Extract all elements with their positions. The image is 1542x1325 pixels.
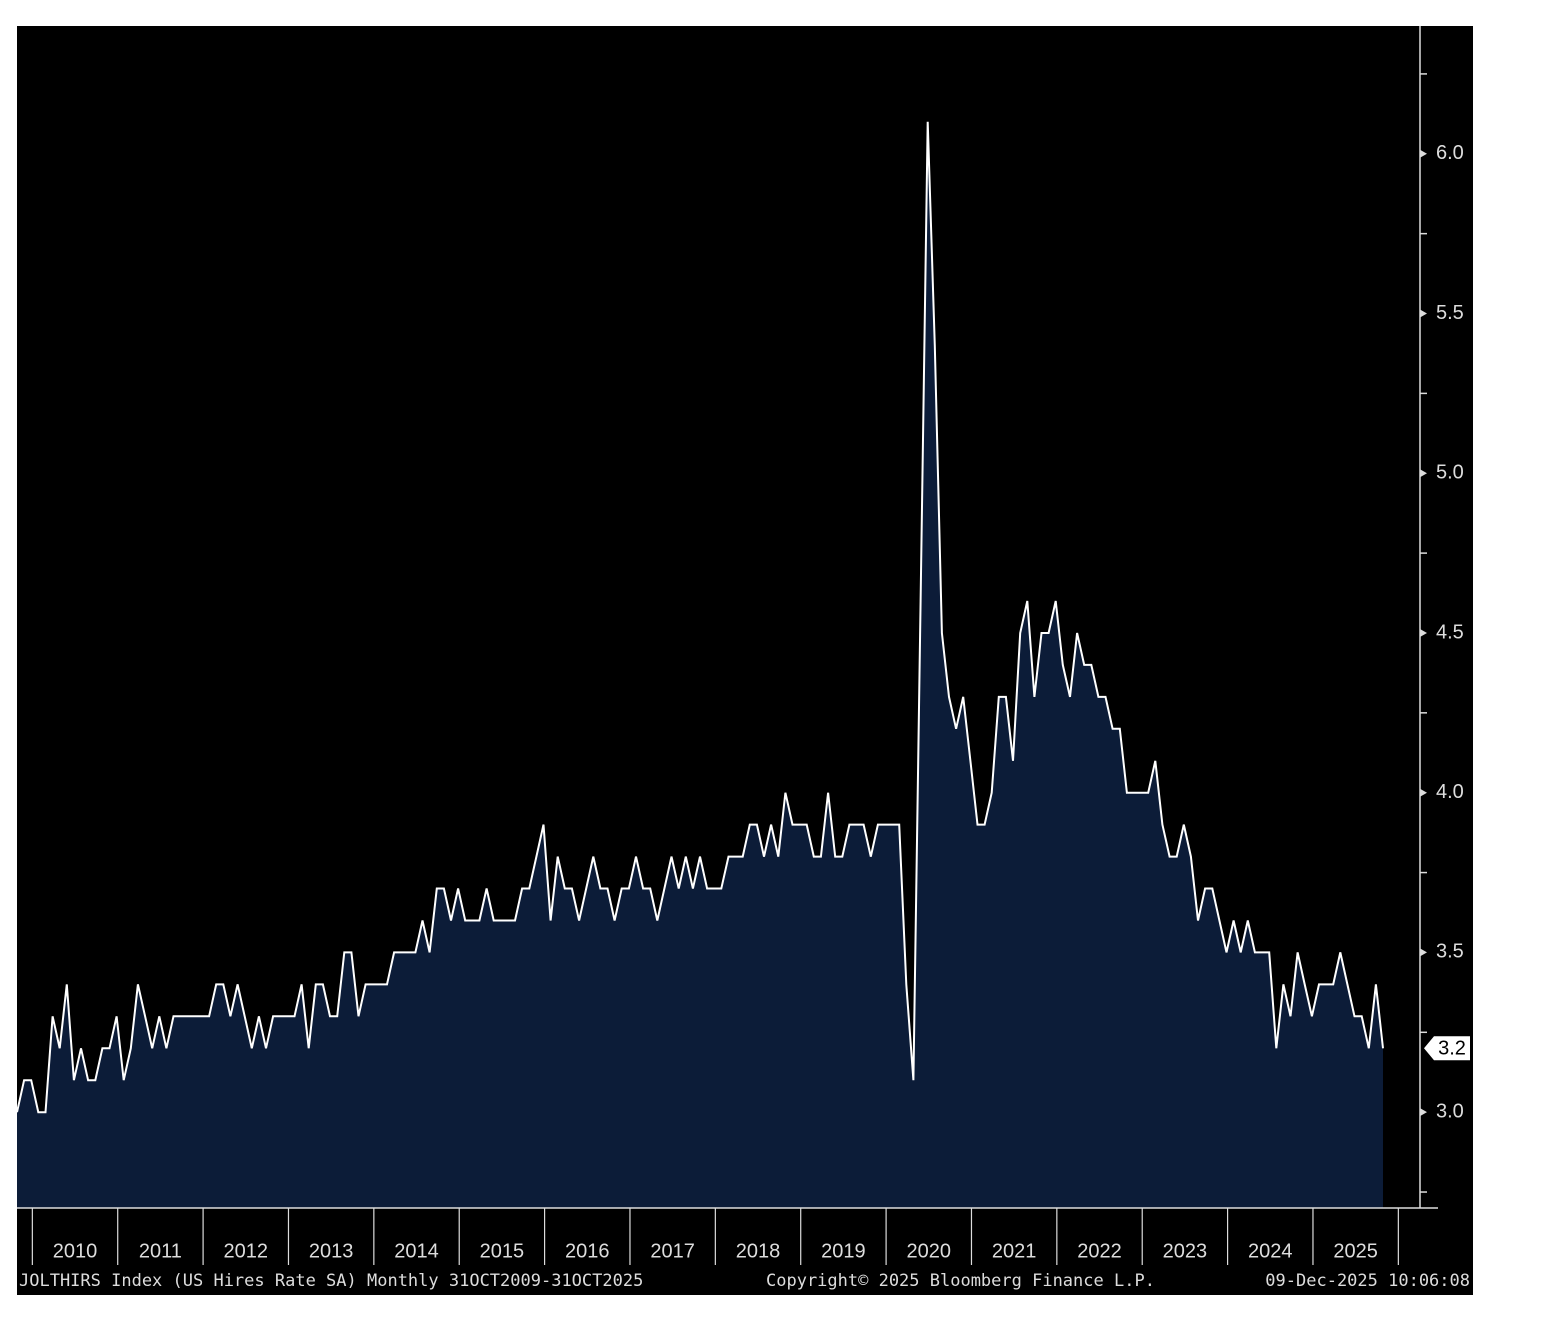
x-tick-label: 2020: [907, 1240, 952, 1262]
x-tick-label: 2022: [1077, 1240, 1122, 1262]
y-tick: [1420, 788, 1427, 797]
x-tick-label: 2011: [139, 1240, 182, 1262]
x-tick-label: 2012: [224, 1240, 269, 1262]
x-tick-label: 2023: [1163, 1240, 1208, 1262]
x-tick-label: 2017: [650, 1240, 695, 1262]
y-tick: [1420, 149, 1427, 158]
x-tick-label: 2018: [736, 1240, 781, 1262]
timestamp: 09-Dec-2025 10:06:08: [1265, 1271, 1470, 1291]
x-tick-label: 2025: [1333, 1240, 1378, 1262]
y-tick: [1420, 1108, 1427, 1117]
y-tick-label: 4.5: [1436, 621, 1464, 643]
copyright: Copyright© 2025 Bloomberg Finance L.P.: [766, 1271, 1155, 1291]
y-tick: [1420, 309, 1427, 318]
y-tick-label: 5.5: [1436, 302, 1464, 324]
x-tick-label: 2016: [565, 1240, 610, 1262]
last-value-label: 3.2: [1438, 1038, 1466, 1060]
y-tick: [1420, 948, 1427, 957]
x-tick-label: 2024: [1248, 1240, 1293, 1262]
x-tick-label: 2019: [821, 1240, 866, 1262]
x-tick-label: 2013: [309, 1240, 354, 1262]
line: [16, 121, 1384, 1114]
y-tick-label: 3.5: [1436, 941, 1464, 963]
y-tick-label: 4.0: [1436, 781, 1464, 803]
y-tick: [1420, 469, 1427, 478]
x-tick-label: 2015: [480, 1240, 525, 1262]
y-tick-label: 6.0: [1436, 142, 1464, 164]
x-tick-label: 2014: [394, 1240, 439, 1262]
last-value-marker: [1424, 1036, 1470, 1061]
chart-title: JOLTHIRS Index (US Hires Rate SA) Monthl…: [19, 1271, 643, 1291]
x-tick-label: 2021: [992, 1240, 1037, 1262]
y-tick-label: 5.0: [1436, 462, 1464, 484]
x-tick-label: 2010: [53, 1240, 98, 1262]
area: [17, 121, 1383, 1208]
y-tick: [1420, 628, 1427, 637]
y-tick-label: 3.0: [1436, 1100, 1464, 1122]
